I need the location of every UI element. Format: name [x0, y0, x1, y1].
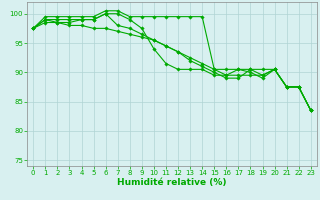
X-axis label: Humidité relative (%): Humidité relative (%): [117, 178, 227, 187]
